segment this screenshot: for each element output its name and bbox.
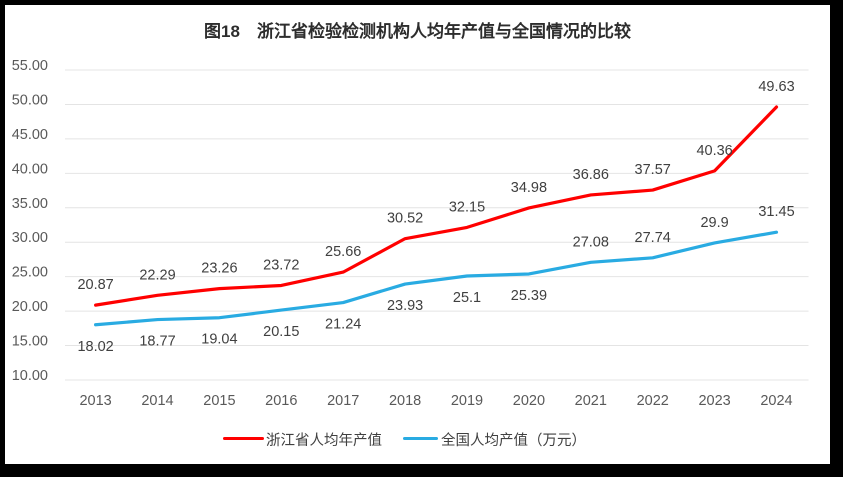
svg-text:30.52: 30.52 xyxy=(387,211,423,227)
svg-text:20.87: 20.87 xyxy=(77,277,113,293)
svg-text:2023: 2023 xyxy=(698,393,730,409)
svg-text:25.39: 25.39 xyxy=(511,288,547,304)
svg-text:25.66: 25.66 xyxy=(325,244,361,260)
svg-text:2017: 2017 xyxy=(327,393,359,409)
svg-text:30.00: 30.00 xyxy=(12,230,48,246)
svg-text:36.86: 36.86 xyxy=(573,167,609,183)
svg-text:22.29: 22.29 xyxy=(139,267,175,283)
svg-text:25.1: 25.1 xyxy=(453,290,481,306)
svg-text:40.00: 40.00 xyxy=(12,161,48,177)
svg-text:50.00: 50.00 xyxy=(12,92,48,108)
svg-text:55.00: 55.00 xyxy=(12,58,48,74)
svg-text:20.00: 20.00 xyxy=(12,299,48,315)
svg-text:2015: 2015 xyxy=(203,393,235,409)
svg-text:18.77: 18.77 xyxy=(139,334,175,350)
svg-text:21.24: 21.24 xyxy=(325,317,361,333)
svg-text:15.00: 15.00 xyxy=(12,334,48,350)
svg-text:2014: 2014 xyxy=(141,393,173,409)
svg-text:18.02: 18.02 xyxy=(77,339,113,355)
svg-text:35.00: 35.00 xyxy=(12,196,48,212)
svg-text:2022: 2022 xyxy=(637,393,669,409)
svg-text:2020: 2020 xyxy=(513,393,545,409)
svg-text:23.26: 23.26 xyxy=(201,261,237,277)
svg-text:27.74: 27.74 xyxy=(635,230,671,246)
svg-text:2018: 2018 xyxy=(389,393,421,409)
svg-text:2021: 2021 xyxy=(575,393,607,409)
svg-text:37.57: 37.57 xyxy=(635,162,671,178)
svg-text:34.98: 34.98 xyxy=(511,180,547,196)
svg-text:23.93: 23.93 xyxy=(387,298,423,314)
svg-text:20.15: 20.15 xyxy=(263,324,299,340)
svg-text:40.36: 40.36 xyxy=(696,143,732,159)
svg-text:49.63: 49.63 xyxy=(758,79,794,95)
svg-text:25.00: 25.00 xyxy=(12,265,48,281)
svg-text:32.15: 32.15 xyxy=(449,199,485,215)
svg-text:23.72: 23.72 xyxy=(263,257,299,273)
svg-text:19.04: 19.04 xyxy=(201,332,237,348)
svg-text:45.00: 45.00 xyxy=(12,127,48,143)
svg-text:10.00: 10.00 xyxy=(12,368,48,384)
svg-text:31.45: 31.45 xyxy=(758,204,794,220)
svg-text:29.9: 29.9 xyxy=(700,215,728,231)
svg-text:2019: 2019 xyxy=(451,393,483,409)
svg-text:2024: 2024 xyxy=(760,393,792,409)
svg-text:27.08: 27.08 xyxy=(573,234,609,250)
svg-text:2013: 2013 xyxy=(79,393,111,409)
svg-text:2016: 2016 xyxy=(265,393,297,409)
